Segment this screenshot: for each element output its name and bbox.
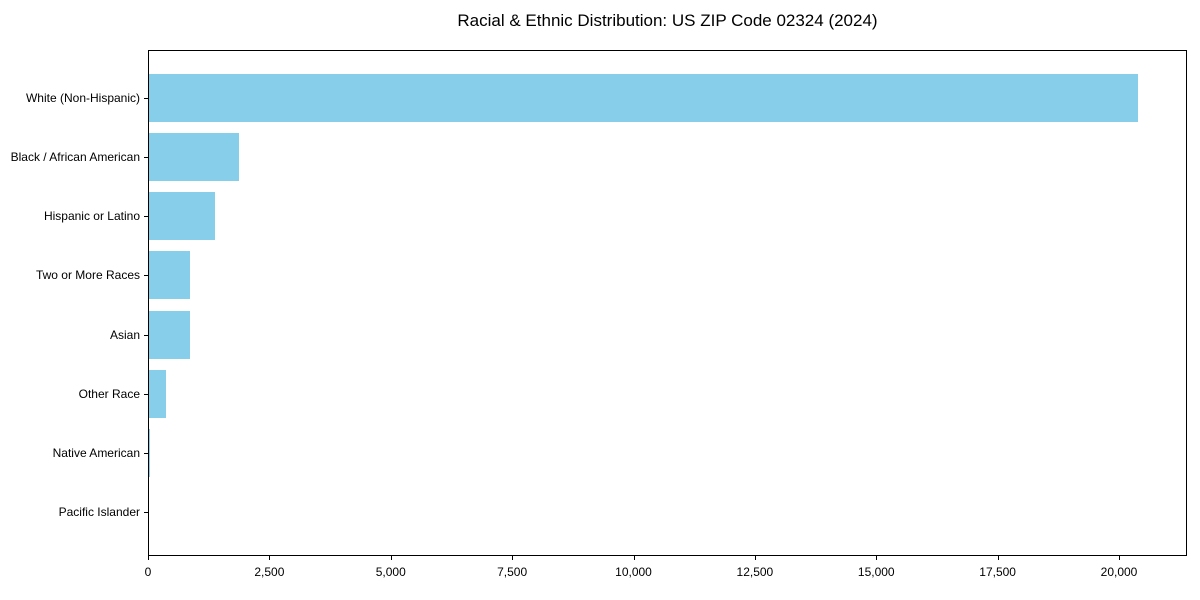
x-tick-label: 5,000 (375, 565, 406, 579)
y-tick-mark (144, 216, 148, 218)
plot-frame (148, 50, 1187, 556)
bar-hispanic-or-latino (149, 192, 215, 241)
x-tick-label: 15,000 (857, 565, 895, 579)
y-tick-label: Two or More Races (35, 268, 140, 283)
bar-two-or-more-races (149, 251, 191, 300)
y-tick-mark (144, 393, 148, 395)
x-tick-mark (390, 556, 392, 560)
x-tick-label: 0 (144, 565, 152, 579)
y-tick-mark (144, 452, 148, 454)
x-tick-label: 7,500 (497, 565, 528, 579)
x-tick-label: 17,500 (979, 565, 1016, 579)
x-tick-mark (148, 556, 149, 560)
x-tick-label: 10,000 (615, 565, 652, 579)
x-tick-label: 12,500 (736, 565, 774, 579)
y-tick-mark (144, 98, 148, 99)
bar-black-african-american (149, 133, 240, 182)
y-tick-label: Other Race (78, 386, 140, 401)
y-tick-mark (144, 275, 148, 277)
y-tick-label: Native American (52, 445, 140, 460)
bar-other-race (149, 369, 166, 418)
x-tick-mark (876, 556, 878, 560)
y-tick-label: Pacific Islander (58, 505, 140, 519)
y-tick-label: White (Non-Hispanic) (25, 91, 140, 105)
y-tick-mark (144, 157, 148, 159)
y-tick-label: Hispanic or Latino (43, 209, 140, 224)
y-tick-label: Black / African American (10, 150, 140, 165)
x-tick-label: 2,500 (254, 565, 285, 579)
bar-asian (149, 310, 190, 359)
y-tick-mark (144, 334, 148, 336)
x-tick-mark (754, 556, 756, 560)
x-tick-mark (633, 556, 635, 560)
y-tick-label: Asian (109, 327, 140, 342)
y-tick-mark (144, 512, 148, 513)
x-tick-mark (512, 556, 514, 560)
bar-white-non-hispanic (149, 74, 1138, 122)
chart-title: Racial & Ethnic Distribution: US ZIP Cod… (457, 11, 878, 30)
x-tick-mark (997, 556, 999, 560)
x-tick-mark (269, 556, 271, 560)
x-tick-label: 20,000 (1100, 565, 1138, 579)
x-tick-mark (1119, 556, 1121, 560)
